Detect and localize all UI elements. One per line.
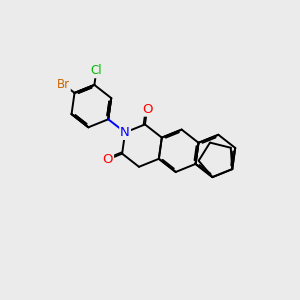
Text: N: N: [120, 126, 130, 139]
Text: Cl: Cl: [91, 64, 102, 77]
Text: O: O: [142, 103, 152, 116]
Text: O: O: [103, 153, 113, 166]
Text: Br: Br: [57, 78, 70, 91]
